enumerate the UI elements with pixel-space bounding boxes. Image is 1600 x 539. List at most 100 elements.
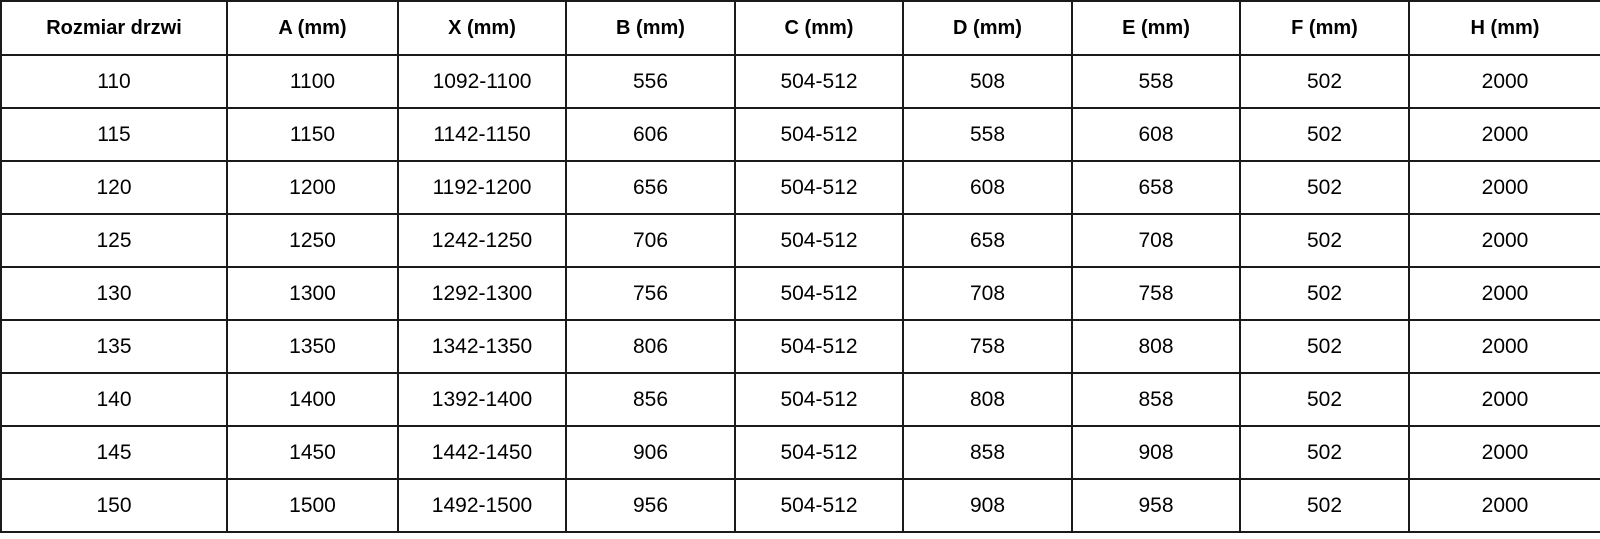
table-cell: 1092-1100: [397, 54, 567, 109]
table-cell: 1292-1300: [397, 266, 567, 321]
table-cell: 606: [565, 107, 736, 162]
table-cell: 150: [0, 478, 228, 533]
table-cell: 135: [0, 319, 228, 374]
column-header: X (mm): [397, 0, 567, 56]
table-cell: 756: [565, 266, 736, 321]
table-cell: 504-512: [734, 478, 904, 533]
table-cell: 908: [902, 478, 1073, 533]
table-cell: 708: [902, 266, 1073, 321]
table-cell: 2000: [1408, 107, 1600, 162]
table-cell: 2000: [1408, 319, 1600, 374]
table-cell: 120: [0, 160, 228, 215]
table-cell: 115: [0, 107, 228, 162]
table-cell: 558: [1071, 54, 1241, 109]
table-cell: 1300: [226, 266, 399, 321]
table-cell: 858: [1071, 372, 1241, 427]
table-cell: 140: [0, 372, 228, 427]
table-cell: 504-512: [734, 266, 904, 321]
table-cell: 502: [1239, 478, 1410, 533]
column-header: B (mm): [565, 0, 736, 56]
table-cell: 2000: [1408, 213, 1600, 268]
table-cell: 2000: [1408, 372, 1600, 427]
column-header: Rozmiar drzwi: [0, 0, 228, 56]
table-cell: 504-512: [734, 54, 904, 109]
column-header: A (mm): [226, 0, 399, 56]
table-cell: 658: [902, 213, 1073, 268]
table-cell: 1242-1250: [397, 213, 567, 268]
table-cell: 556: [565, 54, 736, 109]
table-row: 120 1200 1192-1200 656 504-512 608 658 502 2000: [0, 160, 1600, 215]
column-header: D (mm): [902, 0, 1073, 56]
table-cell: 1250: [226, 213, 399, 268]
table-cell: 504-512: [734, 160, 904, 215]
table-cell: 558: [902, 107, 1073, 162]
table-row: 130 1300 1292-1300 756 504-512 708 758 502 2000: [0, 266, 1600, 321]
table-cell: 504-512: [734, 213, 904, 268]
table-cell: 2000: [1408, 266, 1600, 321]
column-header: E (mm): [1071, 0, 1241, 56]
table-cell: 706: [565, 213, 736, 268]
table-cell: 110: [0, 54, 228, 109]
table-cell: 656: [565, 160, 736, 215]
table-cell: 2000: [1408, 425, 1600, 480]
table-cell: 608: [902, 160, 1073, 215]
column-header: H (mm): [1408, 0, 1600, 56]
table-row: 125 1250 1242-1250 706 504-512 658 708 502 2000: [0, 213, 1600, 268]
table-cell: 856: [565, 372, 736, 427]
table-row: 115 1150 1142-1150 606 504-512 558 608 502 2000: [0, 107, 1600, 162]
table-cell: 708: [1071, 213, 1241, 268]
table-row: 145 1450 1442-1450 906 504-512 858 908 502 2000: [0, 425, 1600, 480]
table-cell: 1100: [226, 54, 399, 109]
table-cell: 908: [1071, 425, 1241, 480]
table-cell: 1200: [226, 160, 399, 215]
table-cell: 504-512: [734, 372, 904, 427]
table-row: 110 1100 1092-1100 556 504-512 508 558 502 2000: [0, 54, 1600, 109]
column-header: C (mm): [734, 0, 904, 56]
table-cell: 1150: [226, 107, 399, 162]
table-cell: 2000: [1408, 160, 1600, 215]
table-cell: 2000: [1408, 478, 1600, 533]
table-cell: 502: [1239, 266, 1410, 321]
table-cell: 504-512: [734, 107, 904, 162]
table-cell: 504-512: [734, 425, 904, 480]
table-cell: 508: [902, 54, 1073, 109]
table-cell: 758: [1071, 266, 1241, 321]
table-cell: 1492-1500: [397, 478, 567, 533]
table-cell: 958: [1071, 478, 1241, 533]
table-cell: 1442-1450: [397, 425, 567, 480]
table-cell: 502: [1239, 213, 1410, 268]
table-row: 140 1400 1392-1400 856 504-512 808 858 502 2000: [0, 372, 1600, 427]
table-cell: 956: [565, 478, 736, 533]
table-cell: 1192-1200: [397, 160, 567, 215]
table-cell: 502: [1239, 425, 1410, 480]
table-cell: 1342-1350: [397, 319, 567, 374]
table-cell: 1450: [226, 425, 399, 480]
table-cell: 858: [902, 425, 1073, 480]
table-cell: 658: [1071, 160, 1241, 215]
table-cell: 808: [1071, 319, 1241, 374]
table-cell: 1392-1400: [397, 372, 567, 427]
table-cell: 502: [1239, 107, 1410, 162]
table-cell: 1400: [226, 372, 399, 427]
table-cell: 504-512: [734, 319, 904, 374]
table-cell: 1142-1150: [397, 107, 567, 162]
table-cell: 758: [902, 319, 1073, 374]
table-row: 150 1500 1492-1500 956 504-512 908 958 502 2000: [0, 478, 1600, 533]
table-cell: 2000: [1408, 54, 1600, 109]
table-cell: 125: [0, 213, 228, 268]
table-cell: 806: [565, 319, 736, 374]
table-cell: 1350: [226, 319, 399, 374]
table-cell: 502: [1239, 372, 1410, 427]
column-header: F (mm): [1239, 0, 1410, 56]
table-cell: 502: [1239, 54, 1410, 109]
table-cell: 1500: [226, 478, 399, 533]
header-row: Rozmiar drzwi A (mm) X (mm) B (mm) C (mm) D (…: [0, 0, 1600, 56]
table-row: 135 1350 1342-1350 806 504-512 758 808 502 2000: [0, 319, 1600, 374]
table-cell: 608: [1071, 107, 1241, 162]
table-cell: 145: [0, 425, 228, 480]
table-cell: 130: [0, 266, 228, 321]
table-cell: 502: [1239, 160, 1410, 215]
table-cell: 906: [565, 425, 736, 480]
table-cell: 502: [1239, 319, 1410, 374]
